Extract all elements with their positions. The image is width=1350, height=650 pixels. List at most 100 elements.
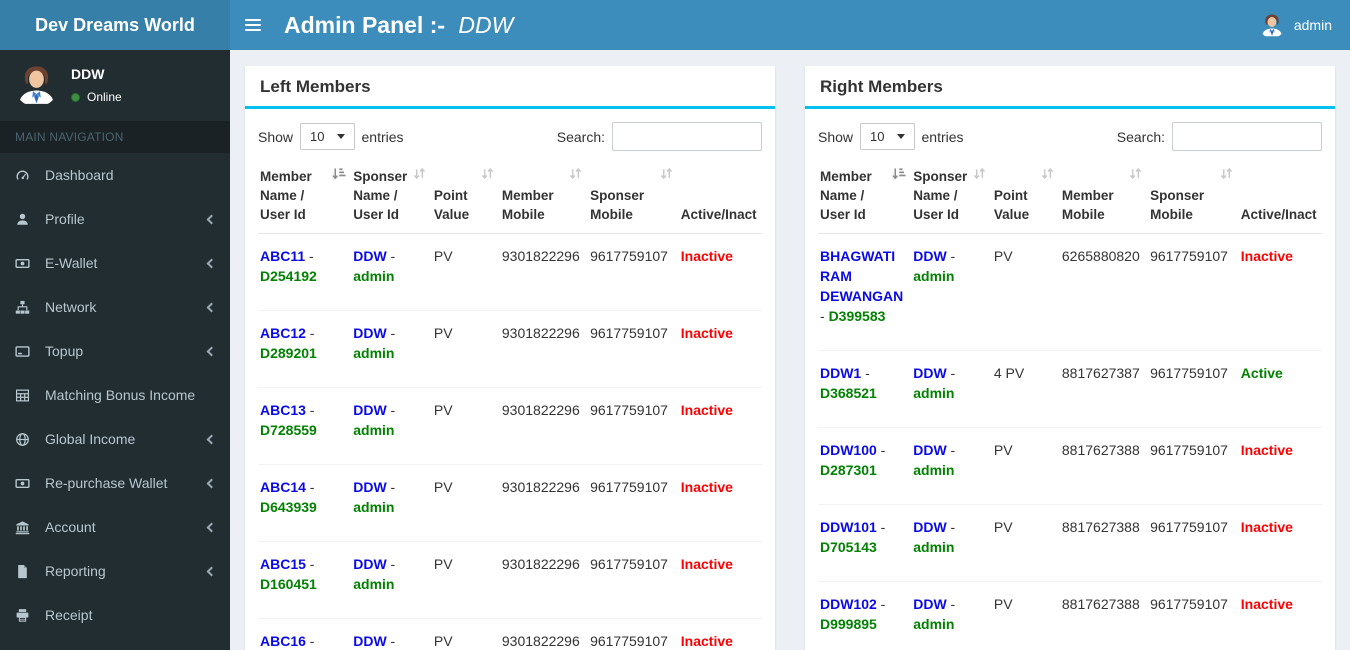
member-name-link[interactable]: BHAGWATI RAM DEWANGAN [820,248,904,304]
status-cell: Inactive [678,618,762,650]
chevron-left-icon [206,258,217,268]
sponser-name-link[interactable]: DDW [913,365,947,381]
member-mobile-cell: 6265880820 [1059,233,1149,351]
member-mobile-cell: 8817627388 [1059,504,1149,582]
file-icon [15,564,35,579]
sponser-name-link[interactable]: DDW [353,633,387,649]
member-id: D368521 [820,385,877,401]
column-header-3[interactable]: Point Value [991,165,1060,234]
page-title-main: Admin Panel :- [284,11,446,38]
column-label: Member Name / User Id [260,169,312,222]
sponser-name-link[interactable]: DDW [353,402,387,418]
sponser-name-link[interactable]: DDW [353,556,387,572]
page-size-select[interactable]: 10 [860,123,915,150]
show-label: Show [258,128,294,145]
sidebar-item-reporting[interactable]: Reporting [0,549,230,593]
search-input[interactable] [1172,122,1322,151]
point-value-cell: PV [991,581,1060,650]
column-header-5[interactable]: Sponser Mobile [588,165,679,234]
column-header-2[interactable]: Sponser Name / User Id [911,165,992,234]
member-name-link[interactable]: DDW100 [820,442,877,458]
member-name-link[interactable]: DDW101 [820,519,877,535]
sponser-id: admin [913,539,955,555]
sidebar-menu: Dashboard Profile E-Wallet Network Topup… [0,153,230,637]
sponser-mobile-cell: 9617759107 [1148,350,1239,428]
page-title-sub: DDW [458,11,514,38]
sponser-name-link[interactable]: DDW [913,442,947,458]
member-name-link[interactable]: DDW1 [820,365,862,381]
sponser-id: admin [353,499,395,515]
sponser-name-link[interactable]: DDW [353,248,387,264]
column-header-1[interactable]: Member Name / User Id [818,165,912,234]
member-name-link[interactable]: ABC11 [260,248,306,264]
sponser-name-link[interactable]: DDW [913,519,947,535]
members-table: Member Name / User Id Sponser Name / User… [818,165,1322,650]
column-label: Point Value [993,188,1030,222]
status-cell: Inactive [1238,427,1322,505]
page-size-value: 10 [870,129,885,144]
status-cell: Inactive [678,541,762,619]
member-cell: DDW1 - D368521 [818,350,912,428]
sponser-name-link[interactable]: DDW [913,596,947,612]
search-input[interactable] [612,122,762,151]
column-label: Point Value [433,188,470,222]
sponser-cell: DDW - admin [351,541,432,619]
sidebar-item-e-wallet[interactable]: E-Wallet [0,241,230,285]
sponser-mobile-cell: 9617759107 [588,233,679,311]
column-header-3[interactable]: Point Value [431,165,500,234]
member-mobile-cell: 8817627387 [1059,350,1149,428]
page-size-select[interactable]: 10 [300,123,355,150]
sponser-id: admin [913,462,955,478]
search-control: Search: [557,122,762,151]
chevron-left-icon [206,566,217,576]
navbar: Admin Panel :- DDW admin [230,0,1350,50]
sponser-name-link[interactable]: DDW [913,248,947,264]
sidebar-item-account[interactable]: Account [0,505,230,549]
search-control: Search: [1117,122,1322,151]
sponser-mobile-cell: 9617759107 [1148,504,1239,582]
sidebar-item-network[interactable]: Network [0,285,230,329]
status-badge: Inactive [1240,442,1293,458]
member-cell: ABC16 - [258,618,352,650]
sidebar-item-matching-bonus-income[interactable]: Matching Bonus Income [0,373,230,417]
member-name-link[interactable]: ABC13 [260,402,306,418]
sidebar-item-topup[interactable]: Topup [0,329,230,373]
column-header-2[interactable]: Sponser Name / User Id [351,165,432,234]
member-mobile-cell: 9301822296 [499,387,589,465]
column-header-5[interactable]: Sponser Mobile [1148,165,1239,234]
sidebar-toggle-icon[interactable] [230,0,276,50]
member-name-link[interactable]: ABC12 [260,325,306,341]
member-name-link[interactable]: ABC14 [260,479,306,495]
sponser-name-link[interactable]: DDW [353,479,387,495]
column-label: Active/Inact [680,207,757,222]
column-header-6[interactable]: Active/Inact [1238,165,1322,234]
sponser-name-link[interactable]: DDW [353,325,387,341]
show-label: Show [818,128,854,145]
column-label: Member Name / User Id [820,169,872,222]
page-size-control: Show 10 entries [818,123,964,150]
app-logo[interactable]: Dev Dreams World [0,0,230,50]
sidebar-item-receipt[interactable]: Receipt [0,593,230,637]
point-value-cell: PV [431,310,500,388]
column-header-6[interactable]: Active/Inact [678,165,762,234]
member-name-link[interactable]: ABC15 [260,556,306,572]
column-header-4[interactable]: Member Mobile [499,165,589,234]
sidebar-item-global-income[interactable]: Global Income [0,417,230,461]
point-value-cell: PV [991,233,1060,351]
page-size-control: Show 10 entries [258,123,404,150]
user-menu[interactable]: admin [1259,12,1332,38]
member-name-link[interactable]: DDW102 [820,596,877,612]
member-name-link[interactable]: ABC16 [260,633,306,649]
column-header-4[interactable]: Member Mobile [1059,165,1149,234]
member-mobile-cell: 9301822296 [499,233,589,311]
member-mobile-cell: 8817627388 [1059,427,1149,505]
sidebar-item-re-purchase-wallet[interactable]: Re-purchase Wallet [0,461,230,505]
table-row: ABC13 - D728559 DDW - admin PV 9301822296 96… [258,387,762,465]
sponser-id: admin [353,422,395,438]
column-header-1[interactable]: Member Name / User Id [258,165,352,234]
point-value-cell: PV [431,618,500,650]
sponser-cell: DDW - admin [911,427,992,505]
sidebar-item-profile[interactable]: Profile [0,197,230,241]
sidebar-item-dashboard[interactable]: Dashboard [0,153,230,197]
column-label: Sponser Mobile [590,188,645,222]
